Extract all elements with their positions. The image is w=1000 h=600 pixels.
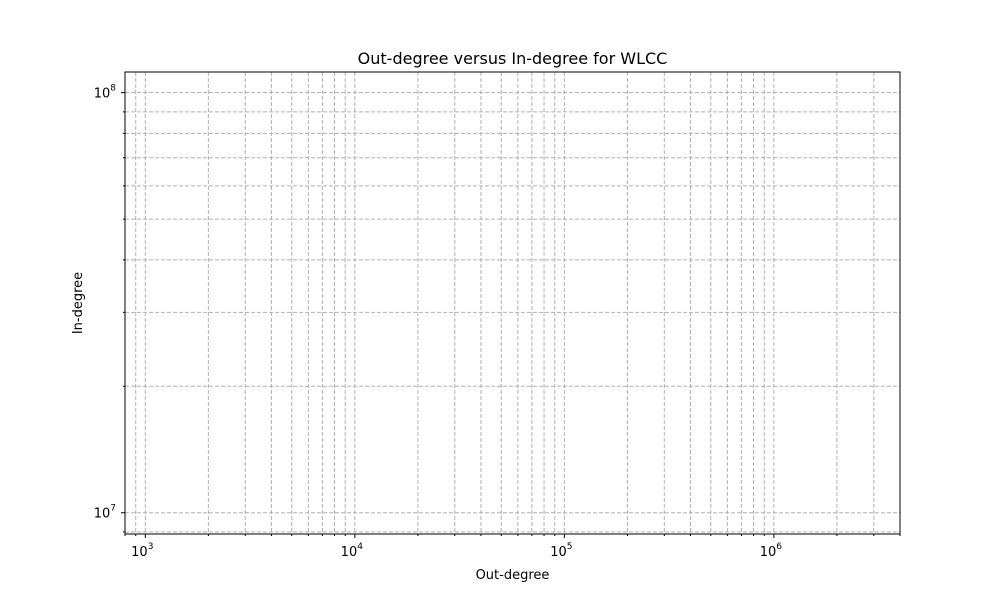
x-axis-tick-labels: 103 104 105 106 xyxy=(131,542,782,560)
x-tick-label: 104 xyxy=(341,542,364,560)
plot-area-frame xyxy=(124,71,901,535)
x-tick-label: 106 xyxy=(760,542,783,560)
grid-lines xyxy=(124,72,901,534)
x-axis-label: Out-degree xyxy=(476,568,550,583)
y-axis-label: In-degree xyxy=(71,272,86,334)
chart-title: Out-degree versus In-degree for WLCC xyxy=(358,49,668,68)
y-axis-tick-labels: 107 108 xyxy=(94,84,117,522)
x-tick-label: 105 xyxy=(550,542,572,560)
axis-ticks xyxy=(121,92,901,538)
x-tick-label: 103 xyxy=(131,542,153,560)
y-tick-label: 108 xyxy=(94,84,117,102)
y-tick-label: 107 xyxy=(94,504,116,522)
